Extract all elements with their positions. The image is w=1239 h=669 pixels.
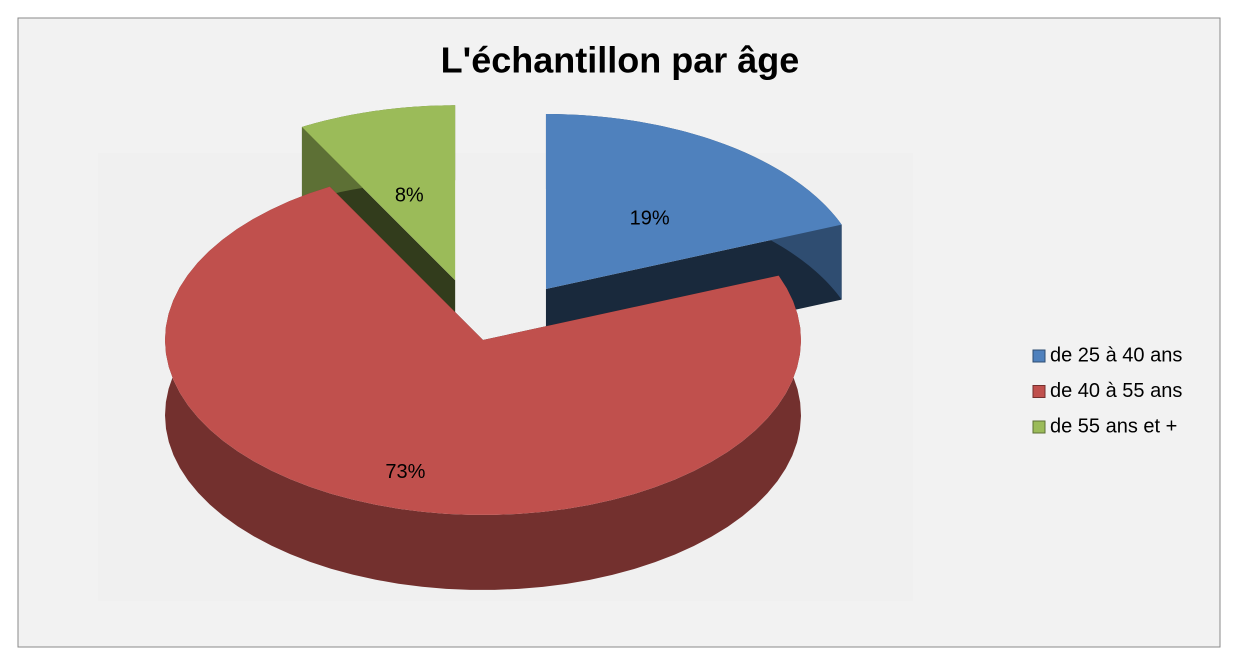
legend-swatch (1032, 385, 1046, 398)
legend-swatch (1032, 420, 1046, 434)
pie-slice (165, 186, 801, 590)
legend-swatch (1032, 349, 1046, 363)
chart-title: L'échantillon par âge (441, 40, 800, 81)
data-label: 8% (395, 184, 424, 206)
slice-top (165, 186, 801, 515)
slice-top (545, 114, 842, 290)
legend-label: de 55 ans et + (1050, 415, 1177, 437)
legend-label: de 40 à 55 ans (1050, 380, 1182, 402)
data-label: 19% (630, 207, 670, 229)
slice-top (301, 105, 456, 281)
data-label: 73% (385, 461, 425, 483)
legend-label: de 25 à 40 ans (1050, 344, 1182, 366)
